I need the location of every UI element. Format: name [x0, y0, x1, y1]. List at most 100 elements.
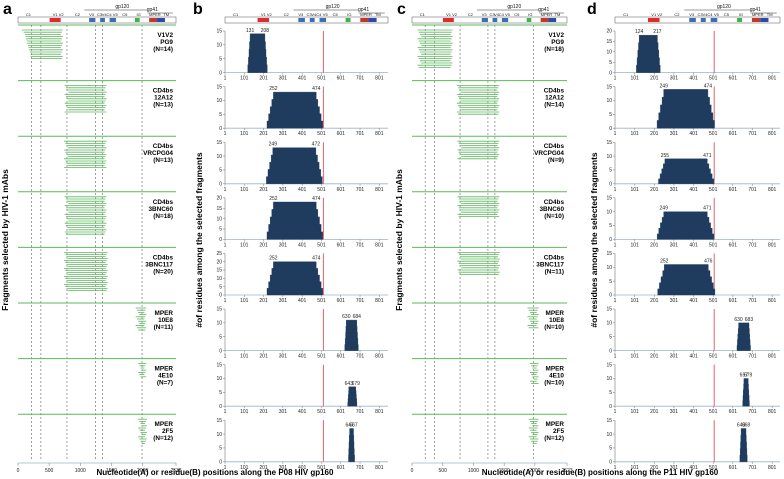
c-row-label-line1-0: V1V2 — [548, 32, 564, 39]
d-y-tick-label-6-2: 10 — [606, 376, 612, 382]
a-env-label-0: C1 — [26, 12, 32, 17]
b-x-tick-label-4-7: 701 — [356, 298, 365, 304]
a-row-label-line2-4: 3BNC117 — [145, 261, 173, 268]
d-x-tick-label-4-4: 401 — [689, 298, 698, 304]
a-row-label-line1-7: MPER — [155, 421, 174, 428]
d-x-tick-label-3-0: 1 — [614, 242, 617, 248]
b-y-tick-label-7-3: 15 — [216, 418, 222, 424]
d-end-label-1: 474 — [704, 83, 713, 89]
a-env-label-2: C2 — [75, 12, 81, 17]
b-env-label-4: C3 — [307, 12, 313, 17]
a-row-count-4: (N=20) — [153, 268, 173, 275]
b-x-tick-label-5-6: 601 — [337, 354, 346, 360]
b-y-tick-label-4-0: 0 — [219, 293, 222, 299]
d-x-tick-label-3-2: 201 — [650, 242, 659, 248]
d-y-tick-label-7-2: 10 — [606, 432, 612, 438]
b-env-block-1 — [298, 18, 305, 22]
a-row-label-line2-0: PG9 — [160, 39, 173, 46]
a-row-count-3: (N=18) — [153, 213, 173, 220]
c-row-label-line2-6: 4E10 — [549, 373, 564, 380]
c-x-tick-label-3: 1500 — [499, 468, 510, 474]
b-env-label-3: V3 — [298, 12, 304, 17]
d-x-tick-label-2-2: 201 — [650, 187, 659, 193]
d-x-tick-label-2-6: 601 — [729, 187, 738, 193]
d-area-1 — [656, 89, 715, 129]
a-x-tick-label-4: 2000 — [137, 468, 148, 474]
b-x-tick-label-3-2: 201 — [259, 242, 268, 248]
b-env-label-9: IG — [347, 12, 351, 17]
d-x-tick-label-0-8: 801 — [768, 76, 777, 82]
d-x-tick-label-2-8: 801 — [768, 187, 777, 193]
d-y-tick-label-1-2: 10 — [606, 98, 612, 104]
b-x-tick-label-4-5: 501 — [317, 298, 326, 304]
b-x-tick-label-0-7: 701 — [356, 76, 365, 82]
d-env-label-8: C5 — [724, 12, 730, 17]
d-x-tick-label-4-2: 201 — [650, 298, 659, 304]
b-end-label-6: 679 — [352, 381, 361, 387]
b-x-tick-label-0-2: 201 — [259, 76, 268, 82]
b-x-tick-label-7-2: 201 — [259, 465, 268, 471]
a-env-block-0 — [49, 18, 61, 22]
a-env-label-11: TM — [163, 12, 169, 17]
b-y-tick-label-1-0: 0 — [219, 126, 222, 132]
a-row-label-line1-1: CD4bs — [153, 88, 174, 95]
d-x-tick-label-3-1: 101 — [630, 242, 639, 248]
c-row-label-line1-7: MPER — [546, 421, 565, 428]
d-y-tick-label-4-3: 15 — [606, 251, 612, 257]
c-env-block-5 — [540, 18, 549, 22]
d-x-tick-label-7-0: 1 — [614, 465, 617, 471]
b-env-block-5 — [360, 18, 369, 22]
b-env-label-8: C5 — [333, 12, 339, 17]
d-env-label-7: V5 — [714, 12, 720, 17]
xlabel-right: Nucleotide(A) or residue(B) positions al… — [482, 468, 719, 477]
b-x-tick-label-1-8: 801 — [375, 131, 384, 137]
b-x-tick-label-0-4: 401 — [298, 76, 307, 82]
c-row-label-line1-2: CD4bs — [544, 143, 565, 150]
d-x-tick-label-5-8: 801 — [768, 354, 777, 360]
b-env-label-10: MPER — [360, 12, 372, 17]
a-env-label-10: MPER — [149, 12, 161, 17]
b-x-tick-label-1-3: 301 — [279, 131, 288, 137]
c-row-label-line1-4: CD4bs — [544, 254, 565, 261]
d-y-tick-label-1-3: 15 — [606, 84, 612, 90]
hist-ylabel-right: #of residues among the selected fragment… — [589, 152, 599, 328]
b-x-tick-label-6-3: 301 — [279, 409, 288, 415]
b-x-tick-label-4-2: 201 — [259, 298, 268, 304]
d-end-label-0: 217 — [653, 29, 662, 35]
b-x-tick-label-0-8: 801 — [375, 76, 384, 82]
b-y-tick-label-2-0: 0 — [219, 182, 222, 188]
d-y-tick-label-0-3: 15 — [606, 39, 612, 45]
a-env-block-4 — [134, 18, 140, 22]
a-row-label-line2-7: 2F5 — [162, 428, 173, 435]
d-x-tick-label-7-3: 301 — [670, 465, 679, 471]
d-x-tick-label-4-8: 801 — [768, 298, 777, 304]
a-env-block-1 — [89, 18, 96, 22]
b-x-tick-label-4-8: 801 — [375, 298, 384, 304]
b-y-tick-label-1-3: 15 — [216, 84, 222, 90]
b-end-label-7: 667 — [349, 423, 358, 429]
d-x-tick-label-6-6: 601 — [729, 409, 738, 415]
d-x-tick-label-5-3: 301 — [670, 354, 679, 360]
c-env-block-4 — [526, 18, 532, 22]
a-env-label-7: V5 — [113, 12, 119, 17]
d-env-label-0: C1 — [623, 12, 629, 17]
a-env-label-1: V1 V2 — [53, 12, 65, 17]
d-gp120-label: gp120 — [717, 4, 731, 10]
b-end-label-5: 684 — [353, 314, 362, 320]
c-env-label-0: C1 — [420, 12, 426, 17]
d-y-tick-label-0-4: 20 — [606, 29, 612, 35]
b-x-tick-label-6-4: 401 — [298, 409, 307, 415]
b-y-tick-label-7-1: 5 — [219, 446, 222, 452]
b-end-label-1: 474 — [312, 86, 321, 92]
c-row-label-line1-6: MPER — [546, 366, 565, 373]
d-start-label-5: 630 — [734, 317, 743, 323]
b-x-tick-label-3-6: 601 — [337, 242, 346, 248]
c-row-count-5: (N=10) — [544, 324, 564, 331]
a-row-label-line1-5: MPER — [155, 310, 174, 317]
b-x-tick-label-2-4: 401 — [298, 187, 307, 193]
b-area-5 — [344, 319, 359, 351]
panel-letter-b: b — [193, 1, 203, 18]
